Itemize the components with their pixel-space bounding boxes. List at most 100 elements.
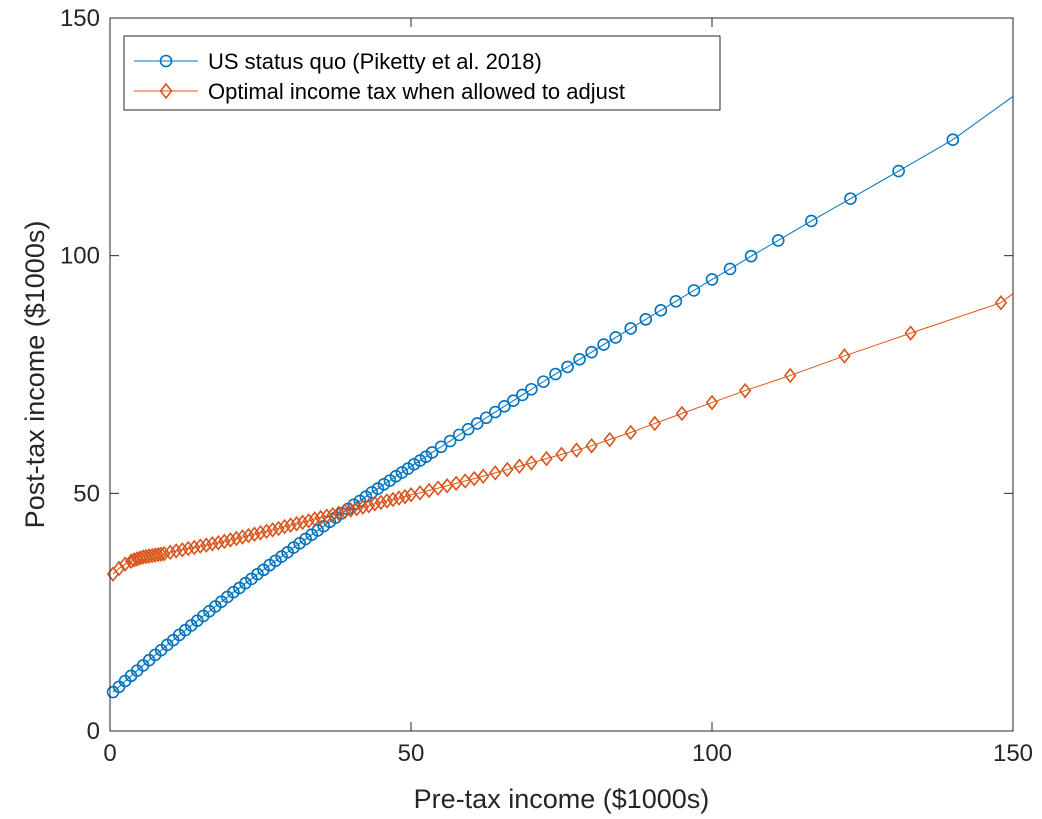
data-point-optimal-income-tax [784,367,797,384]
data-point-optimal-income-tax [320,508,333,524]
data-point-optimal-income-tax [194,538,207,554]
data-point-optimal-income-tax [314,509,327,526]
data-point-us-status-quo [452,428,466,442]
y-tick-label: 50 [73,480,100,507]
data-point-optimal-income-tax [362,497,376,514]
data-point-us-status-quo [479,411,493,425]
data-point-us-status-quo [549,367,562,381]
data-point-optimal-income-tax [218,533,231,550]
data-point-us-status-quo [669,294,683,308]
data-point-optimal-income-tax [624,424,637,441]
data-point-optimal-income-tax [236,529,249,545]
data-point-optimal-income-tax [254,525,267,541]
data-point-optimal-income-tax [242,527,255,544]
legend-box [123,35,721,111]
data-point-optimal-income-tax [176,542,189,558]
series-line-us-status-quo [112,96,1014,693]
data-point-optimal-income-tax [157,545,171,562]
data-point-optimal-income-tax [489,465,502,481]
data-point-optimal-income-tax [182,540,195,557]
data-point-us-status-quo [744,249,758,263]
data-point-optimal-income-tax [308,511,321,527]
x-tick-label: 100 [692,740,732,767]
data-point-optimal-income-tax [296,514,309,531]
data-point-optimal-income-tax [838,348,851,364]
axes-box [109,17,1014,732]
data-point-optimal-income-tax [151,546,165,563]
data-point-optimal-income-tax [380,493,394,509]
legend: US status quo (Piketty et al. 2018) Opti… [123,35,721,111]
data-point-optimal-income-tax [284,517,297,533]
data-point-optimal-income-tax [272,520,285,537]
data-point-optimal-income-tax [332,505,345,522]
data-point-optimal-income-tax [230,530,243,547]
data-point-us-status-quo [844,192,857,205]
data-point-optimal-income-tax [386,491,400,508]
data-point-optimal-income-tax [525,455,538,471]
x-axis-title: Pre-tax income ($1000s) [414,784,710,814]
data-point-optimal-income-tax [904,325,917,341]
data-point-optimal-income-tax [124,553,138,570]
data-point-optimal-income-tax [188,539,201,556]
data-point-us-status-quo [805,214,818,228]
data-point-optimal-income-tax [350,500,364,517]
data-point-us-status-quo [434,440,448,454]
data-point-optimal-income-tax [368,496,382,512]
data-point-us-status-quo [573,352,586,366]
series-layer [106,96,1014,699]
data-point-us-status-quo [705,273,719,286]
data-point-optimal-income-tax [344,502,358,518]
y-axis-title: Post-tax income ($1000s) [20,221,50,529]
data-point-us-status-quo [425,446,439,459]
data-point-optimal-income-tax [540,450,553,467]
data-point-optimal-income-tax [169,543,183,559]
data-point-optimal-income-tax [266,522,279,538]
data-point-us-status-quo [507,394,520,407]
data-point-optimal-income-tax [248,526,261,542]
data-point-optimal-income-tax [477,468,490,485]
data-point-optimal-income-tax [603,431,616,448]
legend-marker-optimal-income-tax [159,82,173,100]
ticks-layer: 0 50 100 150 0 50 100 150 [60,5,1033,767]
data-point-optimal-income-tax [118,556,132,572]
y-tick-label: 0 [87,718,100,745]
x-tick-label: 0 [103,740,116,767]
legend-label-optimal-income-tax: Optimal income tax when allowed to adjus… [208,79,625,104]
data-point-us-status-quo [561,360,574,374]
data-point-optimal-income-tax [302,513,315,529]
y-tick-label: 150 [60,5,100,32]
data-point-optimal-income-tax [675,405,689,422]
data-point-us-status-quo [609,331,622,344]
data-point-optimal-income-tax [206,535,219,552]
x-tick-label: 50 [398,740,425,767]
data-point-us-status-quo [461,422,475,436]
data-point-optimal-income-tax [398,488,412,505]
data-point-optimal-income-tax [570,442,583,458]
data-point-optimal-income-tax [513,458,526,475]
data-point-us-status-quo [585,345,598,359]
data-point-optimal-income-tax [224,532,237,548]
data-point-us-status-quo [537,375,550,388]
data-point-optimal-income-tax [738,382,752,399]
data-point-us-status-quo [946,133,960,146]
y-tick-label: 100 [60,243,100,270]
data-point-us-status-quo [597,338,610,351]
data-point-optimal-income-tax [374,494,388,511]
data-point-us-status-quo [771,234,785,247]
data-point-us-status-quo [498,400,511,413]
data-point-us-status-quo [470,417,484,430]
data-point-optimal-income-tax [585,438,598,454]
data-point-optimal-income-tax [501,461,514,478]
data-point-us-status-quo [892,164,905,178]
data-point-optimal-income-tax [392,490,406,506]
data-point-optimal-income-tax [163,544,177,561]
data-point-optimal-income-tax [260,523,273,540]
x-tick-label: 150 [993,740,1033,767]
data-point-optimal-income-tax [705,394,719,411]
data-point-us-status-quo [443,434,457,448]
data-point-optimal-income-tax [356,499,370,515]
legend-label-us-status-quo: US status quo (Piketty et al. 2018) [208,49,542,74]
data-point-optimal-income-tax [200,537,213,553]
data-point-us-status-quo [525,382,538,396]
